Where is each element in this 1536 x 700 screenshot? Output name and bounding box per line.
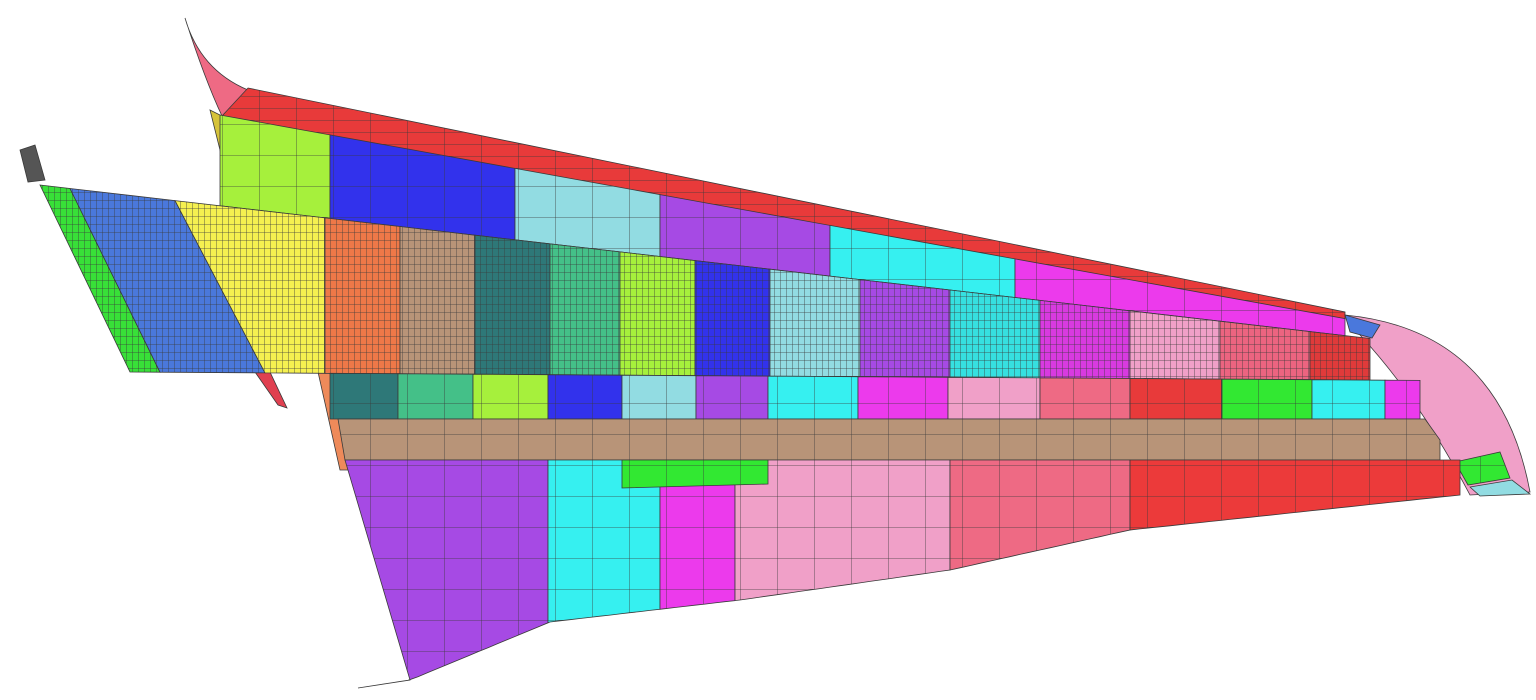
mesh-lines — [696, 375, 768, 419]
mesh-lines — [660, 194, 830, 277]
mesh-lines — [345, 460, 548, 688]
mesh-lines — [660, 460, 735, 610]
mesh-lines — [735, 460, 950, 601]
mesh-lines — [398, 373, 473, 419]
mesh-lines — [70, 188, 265, 373]
mesh-lines — [338, 419, 1440, 460]
mesh-lines — [175, 200, 325, 374]
mesh-lines — [1455, 452, 1510, 485]
tip-cap — [1344, 314, 1381, 339]
mesh-lines — [330, 134, 515, 240]
mesh-lines — [858, 376, 948, 419]
mesh-lines — [622, 460, 768, 488]
mesh-lines — [768, 376, 858, 419]
mesh-lines — [548, 460, 660, 623]
mesh-lines — [40, 185, 160, 373]
mesh-lines — [620, 251, 695, 376]
mesh-lines — [622, 375, 696, 419]
mesh-lines — [400, 226, 475, 375]
mesh-lines — [830, 225, 1015, 298]
mesh-lines — [695, 260, 770, 377]
flap-fitting — [19, 144, 46, 183]
mesh-lines — [770, 269, 860, 377]
mesh-lines — [1015, 258, 1345, 336]
mesh-lines — [325, 217, 400, 374]
mesh-lines — [475, 235, 550, 375]
flap-track — [254, 371, 288, 409]
wing-tip — [1344, 314, 1531, 496]
mesh-lines — [1310, 331, 1370, 381]
mesh-lines — [1220, 321, 1310, 380]
mesh-lines — [548, 374, 622, 419]
mesh-lines — [222, 88, 1345, 320]
mesh-lines — [515, 168, 660, 257]
mesh-lines — [1130, 310, 1220, 380]
tip-panel — [1469, 479, 1532, 497]
mesh-lines — [948, 377, 1040, 419]
mesh-lines — [1130, 378, 1222, 419]
mesh-lines — [950, 460, 1130, 570]
mesh-lines — [1040, 300, 1130, 379]
mesh-lines — [1385, 380, 1420, 419]
mesh-lines — [330, 373, 398, 419]
mesh-lines — [860, 279, 950, 378]
mesh-lines — [550, 243, 620, 376]
mesh-lines — [1312, 379, 1385, 419]
mesh-lines — [1130, 460, 1460, 530]
mesh-lines — [1222, 379, 1312, 419]
mesh-lines — [473, 374, 548, 419]
mesh-lines — [220, 115, 330, 219]
mesh-patches — [39, 87, 1532, 689]
mesh-lines — [1040, 377, 1130, 419]
mesh-lines — [950, 290, 1040, 378]
